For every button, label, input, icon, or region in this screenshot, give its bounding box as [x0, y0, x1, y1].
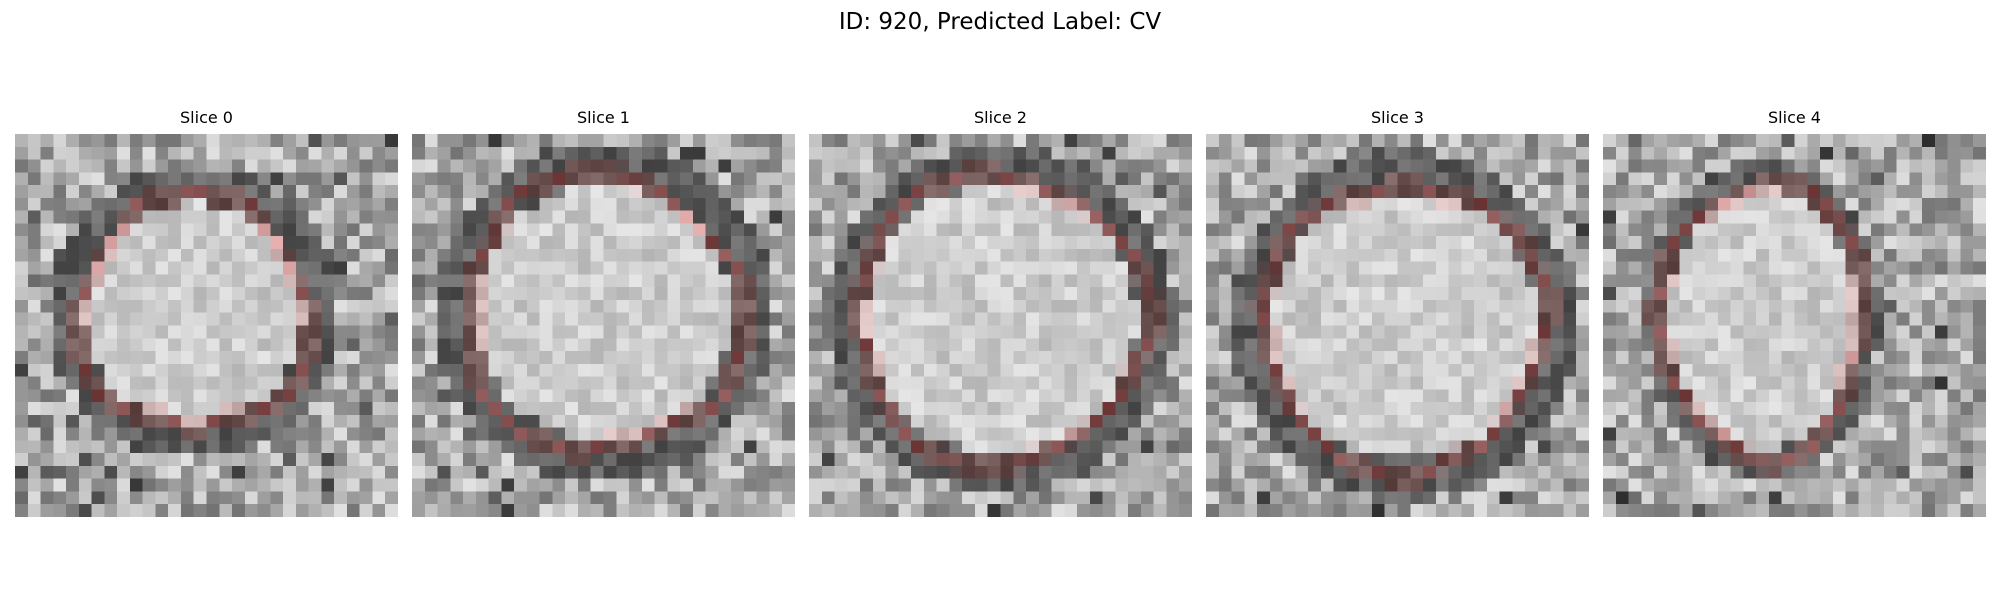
slice-title: Slice 2	[974, 108, 1027, 127]
figure-title: ID: 920, Predicted Label: CV	[838, 9, 1162, 35]
slice-canvas	[1206, 134, 1589, 517]
slice-panel-3: Slice 3	[1206, 108, 1589, 517]
slice-image	[15, 134, 398, 517]
slice-panel-1: Slice 1	[412, 108, 795, 517]
slice-title: Slice 0	[180, 108, 233, 127]
slice-canvas	[809, 134, 1192, 517]
slice-title: Slice 4	[1768, 108, 1821, 127]
slice-image	[1206, 134, 1589, 517]
slice-title: Slice 1	[577, 108, 630, 127]
slice-panel-2: Slice 2	[809, 108, 1192, 517]
slice-image	[809, 134, 1192, 517]
slice-panel-0: Slice 0	[15, 108, 398, 517]
slice-canvas	[1603, 134, 1986, 517]
slice-panel-4: Slice 4	[1603, 108, 1986, 517]
slice-canvas	[412, 134, 795, 517]
slice-title: Slice 3	[1371, 108, 1424, 127]
slice-image	[1603, 134, 1986, 517]
slice-image	[412, 134, 795, 517]
slice-canvas	[15, 134, 398, 517]
